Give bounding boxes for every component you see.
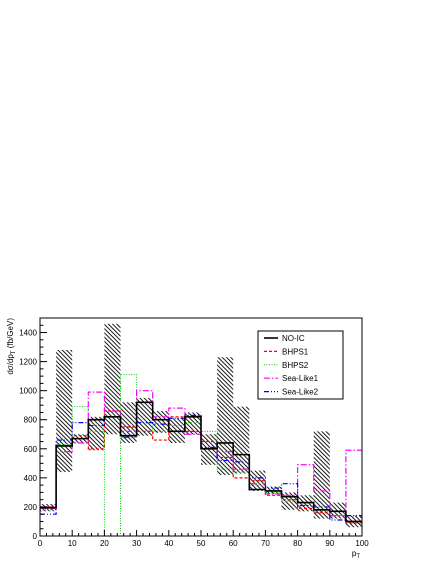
band-bin-5 bbox=[120, 402, 137, 443]
y-tick-label: 800 bbox=[24, 416, 38, 425]
y-tick-label: 1000 bbox=[19, 387, 37, 396]
band-bin-6 bbox=[136, 397, 153, 436]
series-bhps2 bbox=[40, 374, 362, 537]
band-bin-3 bbox=[88, 416, 105, 451]
legend-label: Sea-Like1 bbox=[282, 374, 319, 383]
y-tick-label: 1400 bbox=[19, 329, 37, 338]
y-tick-label: 1200 bbox=[19, 358, 37, 367]
x-axis: 0 10 20 30 40 50 60 70 80 90 100 bbox=[38, 530, 369, 548]
legend-label: NO-IC bbox=[282, 334, 305, 343]
y-axis: 0 200 400 600 800 1000 1200 1400 bbox=[19, 324, 47, 541]
band-bin-4 bbox=[104, 323, 121, 435]
series-no-ic bbox=[40, 401, 362, 523]
band-bin-11 bbox=[217, 357, 234, 475]
x-tick-label: 60 bbox=[229, 539, 238, 548]
x-tick-label: 80 bbox=[293, 539, 302, 548]
band-bin-1 bbox=[56, 349, 73, 473]
y-tick-label: 400 bbox=[24, 474, 38, 483]
y-axis-title: dσ/dpT (fb/GeV) bbox=[6, 318, 17, 375]
y-tick-label: 600 bbox=[24, 445, 38, 454]
band-bin-17 bbox=[313, 431, 330, 519]
band-bin-9 bbox=[184, 412, 201, 435]
series-layer bbox=[40, 374, 362, 537]
band-bin-12 bbox=[233, 406, 250, 474]
legend-label: BHPS2 bbox=[282, 361, 309, 370]
x-tick-label: 100 bbox=[355, 539, 369, 548]
x-axis-title: pT bbox=[352, 549, 360, 560]
x-tick-label: 90 bbox=[325, 539, 334, 548]
x-tick-label: 50 bbox=[197, 539, 206, 548]
x-tick-label: 70 bbox=[261, 539, 270, 548]
x-tick-label: 10 bbox=[68, 539, 77, 548]
x-tick-label: 20 bbox=[100, 539, 109, 548]
legend: NO-IC BHPS1 BHPS2 Sea-Like1 Sea-Like2 bbox=[257, 330, 344, 400]
x-tick-label: 30 bbox=[132, 539, 141, 548]
legend-label: BHPS1 bbox=[282, 347, 309, 356]
x-tick-label: 40 bbox=[164, 539, 173, 548]
y-tick-label: 200 bbox=[24, 503, 38, 512]
legend-label: Sea-Like2 bbox=[282, 388, 319, 397]
x-tick-label: 0 bbox=[38, 539, 43, 548]
band-bin-7 bbox=[152, 411, 169, 433]
y-tick-label: 0 bbox=[33, 532, 38, 541]
